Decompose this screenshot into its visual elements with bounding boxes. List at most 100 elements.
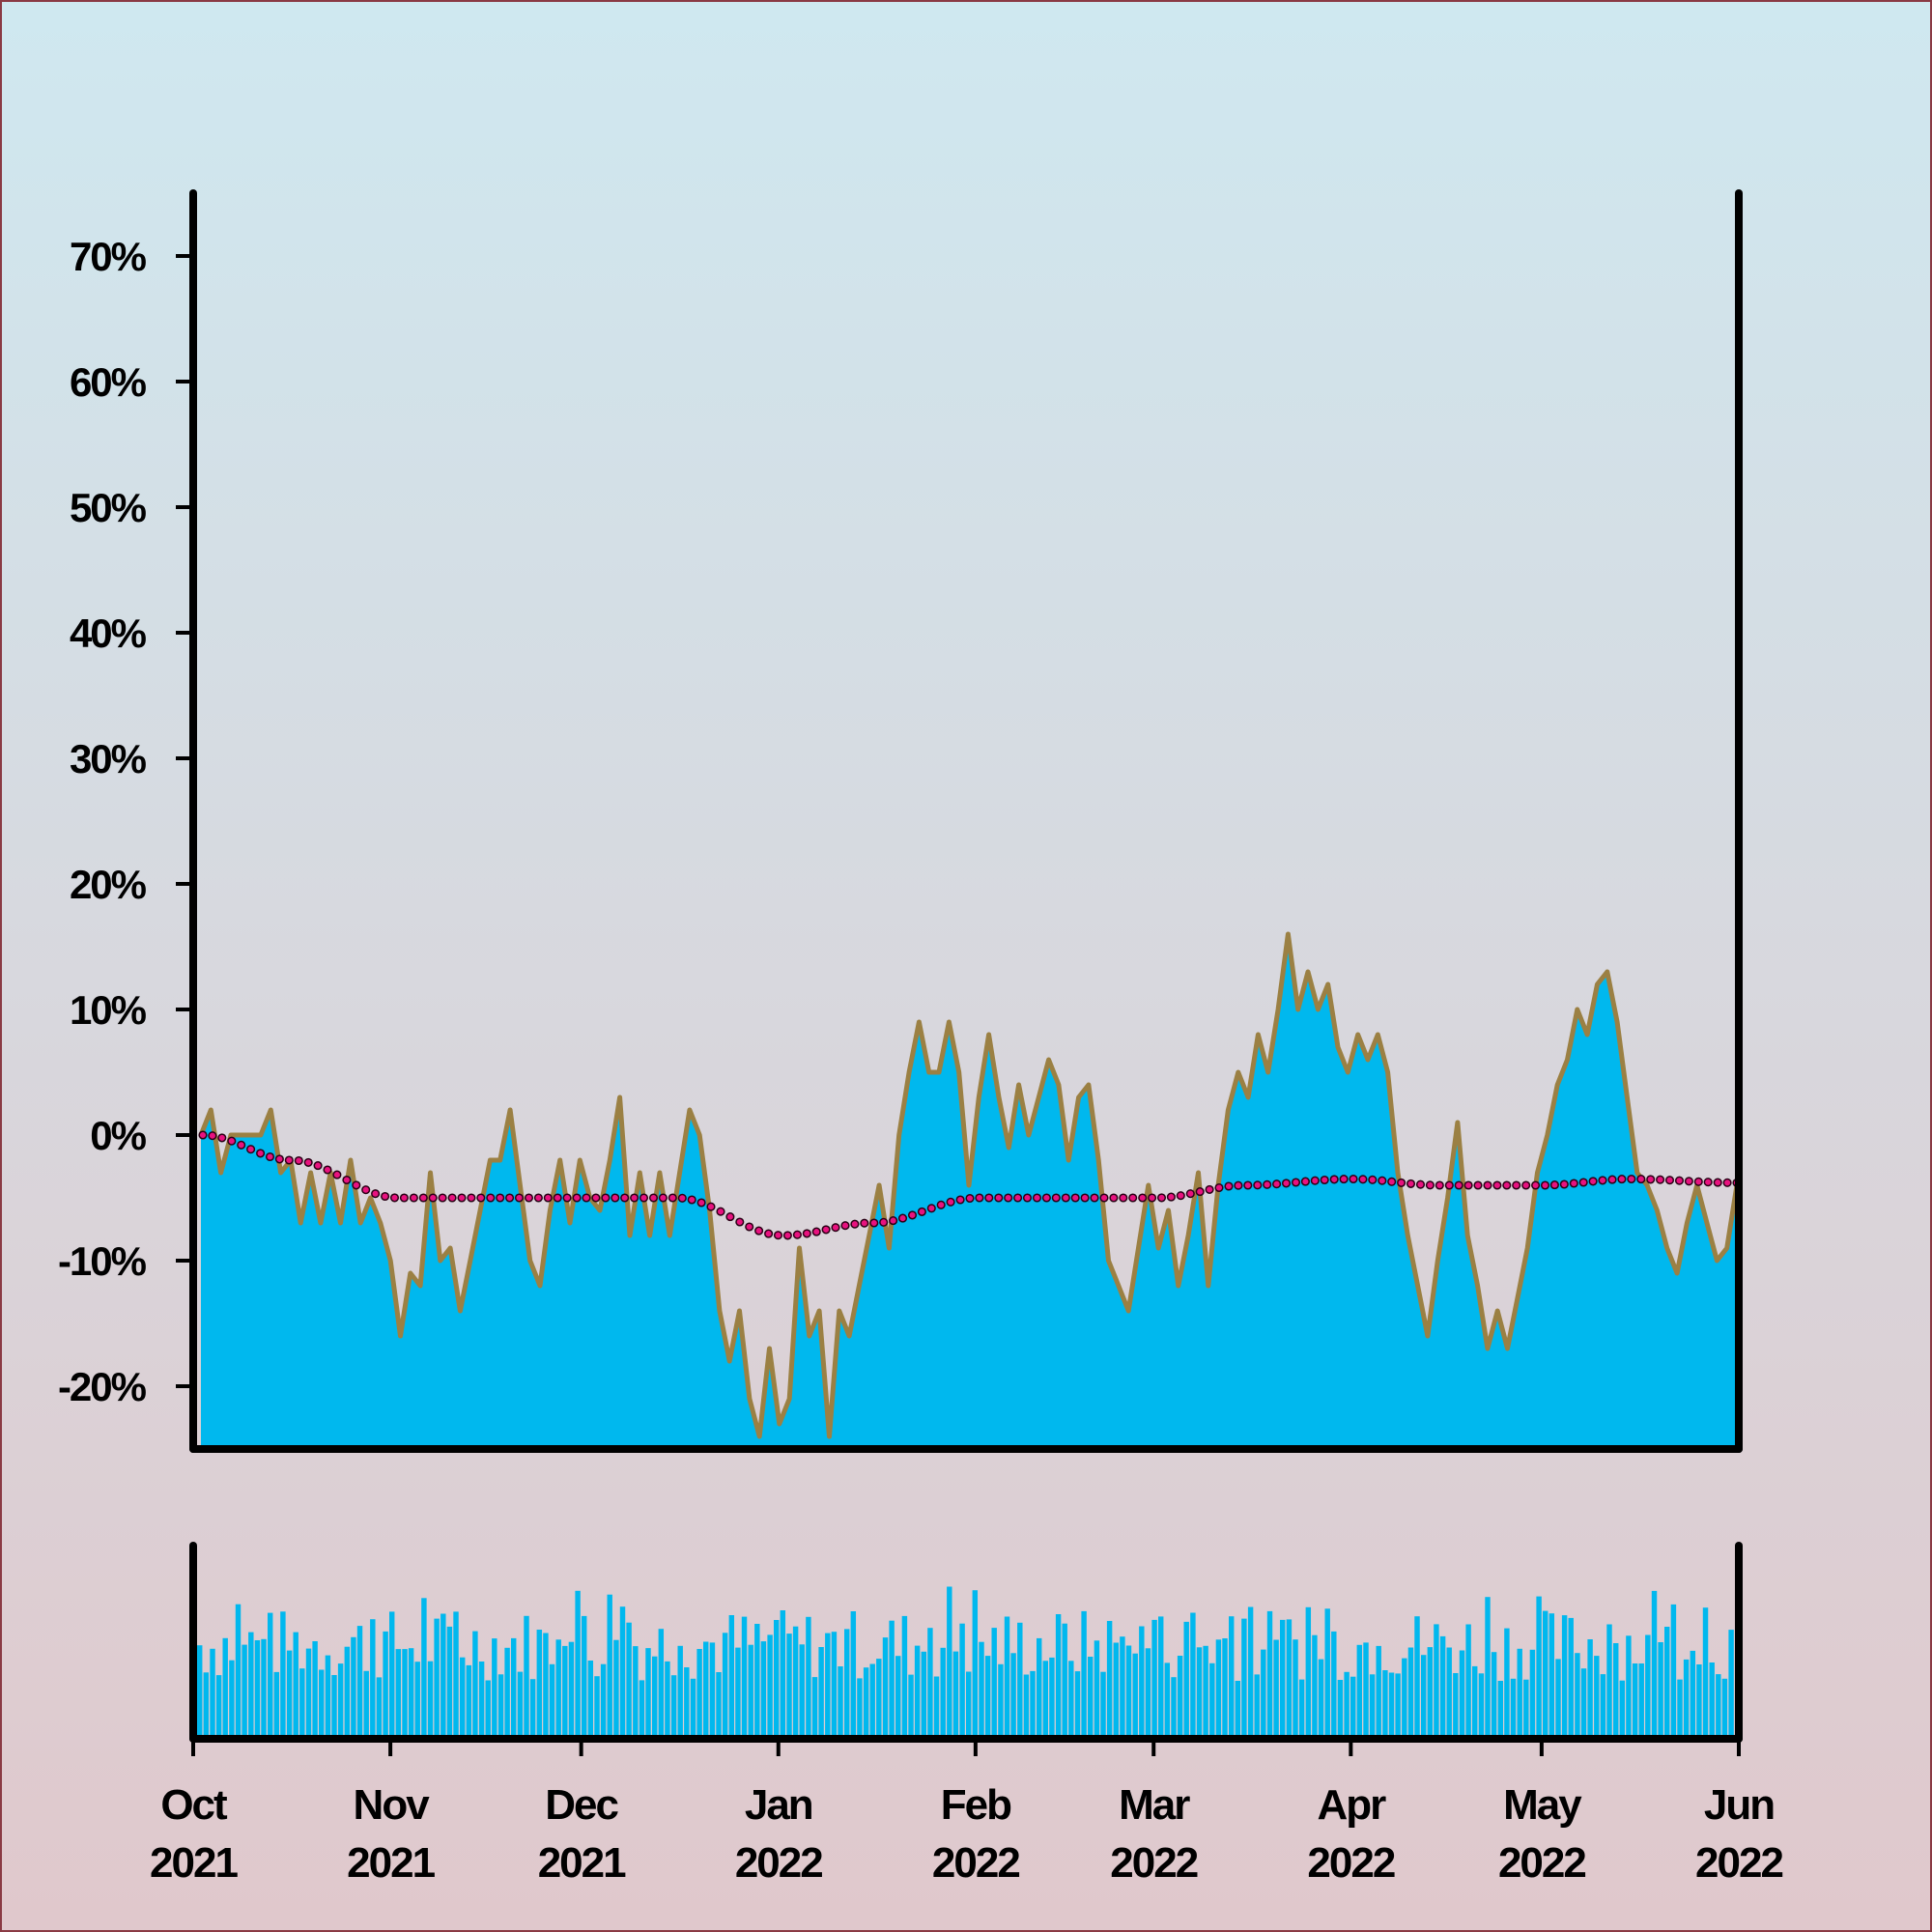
volume-bar — [716, 1672, 722, 1739]
trend-dot — [1243, 1180, 1253, 1190]
trend-dot — [323, 1165, 332, 1175]
volume-bar — [741, 1616, 748, 1739]
volume-bar — [811, 1677, 818, 1739]
volume-bar — [1606, 1624, 1612, 1739]
volume-bar — [254, 1640, 261, 1739]
volume-bar — [1042, 1661, 1049, 1739]
volume-bar — [460, 1657, 466, 1739]
volume-bar — [280, 1611, 286, 1739]
volume-bar — [1716, 1674, 1721, 1739]
trend-dot — [1358, 1175, 1368, 1184]
volume-bar — [613, 1639, 619, 1739]
trend-dot — [1607, 1175, 1617, 1184]
volume-bar — [677, 1645, 683, 1739]
volume-bar — [1536, 1596, 1542, 1739]
trend-dot — [630, 1193, 639, 1203]
volume-bar — [1517, 1648, 1522, 1739]
volume-bar — [1363, 1642, 1369, 1739]
volume-bar — [876, 1659, 882, 1739]
volume-bar — [1280, 1619, 1286, 1739]
volume-bar — [1023, 1674, 1030, 1739]
trend-dot — [389, 1193, 400, 1203]
volume-bar — [575, 1590, 581, 1739]
volume-bar — [1120, 1636, 1125, 1739]
volume-bar — [356, 1626, 363, 1739]
trend-dot — [840, 1221, 850, 1231]
volume-bar — [1677, 1679, 1683, 1739]
trend-dot — [1646, 1175, 1656, 1184]
trend-dot — [1041, 1193, 1051, 1203]
trend-dot — [1540, 1180, 1550, 1190]
volume-bar — [684, 1667, 690, 1739]
volume-bar — [1580, 1668, 1587, 1739]
trend-dot — [1664, 1176, 1675, 1185]
volume-bar — [1190, 1612, 1196, 1739]
trend-dot — [620, 1193, 630, 1203]
volume-bar — [952, 1651, 959, 1739]
volume-bar — [831, 1632, 838, 1739]
volume-bar — [1164, 1662, 1171, 1739]
trend-dot — [313, 1161, 323, 1171]
volume-bar — [1523, 1679, 1529, 1739]
trend-dot — [1148, 1193, 1157, 1203]
volume-bar — [1459, 1650, 1465, 1739]
volume-bar — [921, 1651, 927, 1739]
volume-bar — [1254, 1674, 1260, 1739]
trend-dot — [601, 1193, 611, 1203]
trend-dot — [1176, 1191, 1185, 1201]
x-tick-year: 2022 — [932, 1839, 1019, 1887]
volume-bar — [735, 1647, 741, 1739]
volume-bar — [1106, 1621, 1113, 1739]
volume-bar — [1491, 1652, 1497, 1739]
volume-bar — [652, 1656, 658, 1739]
volume-bar — [863, 1667, 869, 1739]
trend-dot — [514, 1193, 525, 1203]
trend-dot — [591, 1193, 601, 1203]
trend-dot — [447, 1193, 457, 1203]
volume-bar — [1030, 1670, 1036, 1739]
trend-dot — [879, 1217, 889, 1227]
trend-dot — [1425, 1180, 1435, 1190]
trend-dot — [802, 1229, 811, 1238]
volume-bar — [1453, 1673, 1459, 1739]
volume-bar — [1183, 1621, 1189, 1739]
trend-dot — [381, 1191, 390, 1202]
volume-bar — [927, 1628, 933, 1739]
trend-dot — [648, 1193, 659, 1203]
volume-bar — [1613, 1643, 1619, 1739]
trend-dot — [1339, 1175, 1349, 1184]
volume-bar — [389, 1611, 395, 1739]
volume-bar — [337, 1663, 344, 1739]
x-tick-year: 2022 — [1110, 1839, 1197, 1887]
volume-bar — [1555, 1659, 1561, 1739]
trend-dot — [1617, 1175, 1627, 1184]
trend-dot — [1693, 1177, 1703, 1186]
trend-dot — [246, 1145, 256, 1154]
trend-dot — [505, 1193, 515, 1203]
trend-dot — [764, 1229, 774, 1238]
trend-dot — [1329, 1175, 1339, 1184]
volume-bar — [331, 1675, 337, 1739]
y-tick-label: 50% — [70, 485, 147, 530]
trend-dot — [668, 1193, 677, 1203]
volume-bar — [998, 1663, 1004, 1739]
trend-dot — [1234, 1180, 1243, 1190]
x-tick-month: Nov — [354, 1781, 431, 1829]
volume-bar — [587, 1661, 594, 1739]
volume-bar — [351, 1636, 356, 1739]
volume-bar — [940, 1647, 946, 1739]
volume-bar — [325, 1655, 331, 1739]
volume-bar — [709, 1642, 716, 1739]
volume-bar — [607, 1594, 612, 1739]
trend-dot — [706, 1202, 716, 1211]
volume-bar — [370, 1619, 376, 1739]
volume-bar — [1113, 1642, 1120, 1739]
volume-bar — [242, 1644, 247, 1739]
trend-dot — [1051, 1193, 1061, 1203]
volume-bar — [1690, 1650, 1696, 1739]
trend-dot — [284, 1155, 294, 1165]
volume-bar — [497, 1674, 504, 1739]
y-tick-label: 30% — [70, 736, 147, 781]
volume-bar — [478, 1662, 485, 1739]
